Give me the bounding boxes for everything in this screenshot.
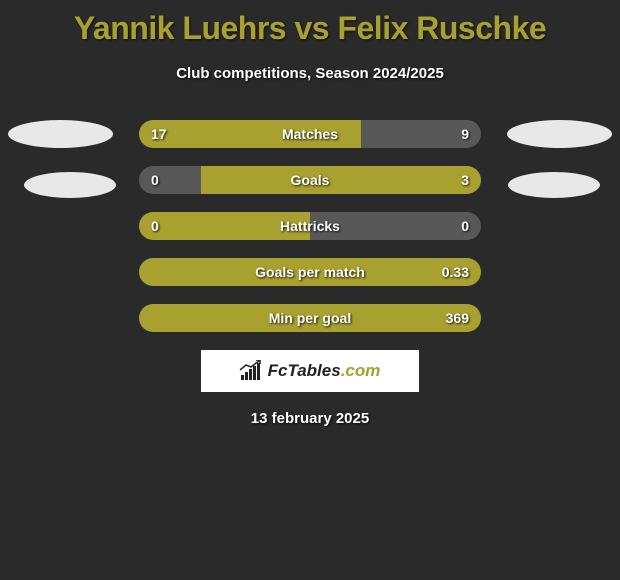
stat-row: Goals per match0.33 (139, 258, 481, 286)
date-label: 13 february 2025 (0, 410, 620, 427)
stat-value-right: 369 (446, 304, 469, 332)
avatar-placeholder-left-2 (24, 172, 116, 198)
stat-value-right: 9 (461, 120, 469, 148)
stat-row: Min per goal369 (139, 304, 481, 332)
brand-text: FcTables.com (268, 361, 381, 381)
stat-label: Hattricks (139, 212, 481, 240)
stat-label: Goals per match (139, 258, 481, 286)
brand-chart-icon (240, 362, 262, 380)
stat-value-right: 0.33 (442, 258, 469, 286)
stat-value-right: 0 (461, 212, 469, 240)
stat-value-left: 17 (151, 120, 167, 148)
bars-container: Matches179Goals03Hattricks00Goals per ma… (139, 120, 481, 332)
brand-badge: FcTables.com (201, 350, 419, 392)
page-title: Yannik Luehrs vs Felix Ruschke (0, 0, 620, 47)
avatar-placeholder-right-1 (507, 120, 612, 148)
comparison-chart: Matches179Goals03Hattricks00Goals per ma… (0, 120, 620, 332)
avatar-placeholder-left-1 (8, 120, 113, 148)
stat-label: Matches (139, 120, 481, 148)
stat-row: Matches17 9 (139, 120, 481, 148)
stat-row: Goals0 3 (139, 166, 481, 194)
stat-label: Goals (139, 166, 481, 194)
brand-name: FcTables (268, 361, 341, 380)
stat-value-left: 0 (151, 212, 159, 240)
stat-row: Hattricks0 0 (139, 212, 481, 240)
stat-value-left: 0 (151, 166, 159, 194)
avatar-placeholder-right-2 (508, 172, 600, 198)
stat-label: Min per goal (139, 304, 481, 332)
stat-value-right: 3 (461, 166, 469, 194)
subtitle: Club competitions, Season 2024/2025 (0, 65, 620, 82)
brand-suffix: .com (341, 361, 381, 380)
